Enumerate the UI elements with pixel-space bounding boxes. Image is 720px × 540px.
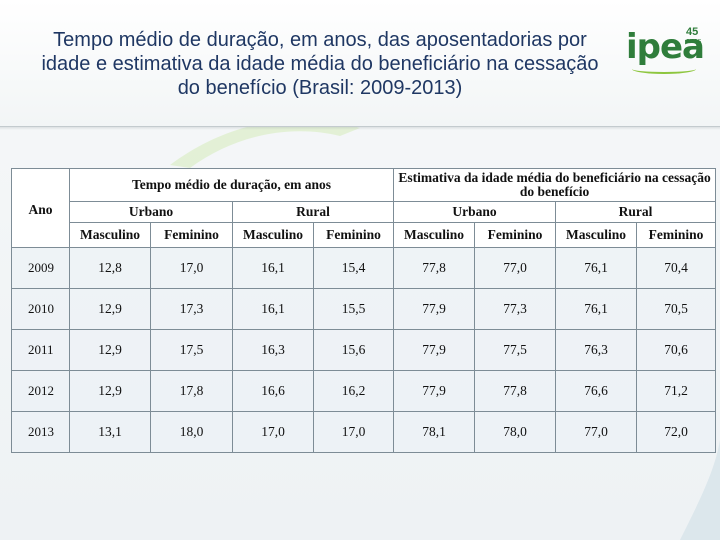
table-cell: 77,0 (555, 411, 638, 453)
table-row: 2009 12,8 17,0 16,1 15,4 77,8 77,0 76,1 … (11, 247, 717, 289)
table-cell: 15,4 (312, 247, 395, 289)
header-divider (0, 126, 720, 130)
table-cell: 76,6 (555, 370, 638, 412)
table-cell: 12,8 (69, 247, 151, 289)
table-cell: 13,1 (69, 411, 151, 453)
cell-ano: 2009 (11, 247, 70, 289)
header-ano: Ano (11, 168, 70, 248)
table-cell: 77,9 (393, 288, 476, 330)
header-rural: Rural (231, 201, 395, 223)
cell-ano: 2013 (11, 411, 70, 453)
logo-years: 45 (686, 26, 699, 38)
cell-ano: 2011 (11, 329, 70, 371)
logo-wordmark: ipea (626, 27, 705, 67)
header-feminino: Feminino (474, 222, 557, 248)
table-cell: 12,9 (69, 288, 151, 330)
header-feminino: Feminino (636, 222, 717, 248)
table-cell: 78,0 (474, 411, 557, 453)
table-cell: 77,5 (474, 329, 557, 371)
table-cell: 18,0 (150, 411, 233, 453)
table-cell: 17,0 (232, 411, 314, 453)
table-cell: 76,1 (555, 247, 638, 289)
header-idade-media: Estimativa da idade média do beneficiári… (393, 168, 717, 202)
table-cell: 77,0 (474, 247, 557, 289)
table-cell: 16,6 (232, 370, 314, 412)
table-cell: 71,2 (636, 370, 717, 412)
table-cell: 17,0 (312, 411, 395, 453)
header-row-sex: Masculino Feminino Masculino Feminino Ma… (12, 222, 717, 248)
table-cell: 16,1 (232, 288, 314, 330)
table-cell: 70,5 (636, 288, 717, 330)
header-row-groups: Ano Tempo médio de duração, em anos Esti… (11, 168, 717, 248)
table-row: 2010 12,9 17,3 16,1 15,5 77,9 77,3 76,1 … (11, 288, 717, 330)
header-row-area: Urbano Rural Urbano Rural (12, 201, 717, 223)
table-row: 2012 12,9 17,8 16,6 16,2 77,9 77,8 76,6 … (11, 370, 717, 412)
header-masculino: Masculino (555, 222, 638, 248)
header-band (0, 0, 720, 127)
table-cell: 17,0 (150, 247, 233, 289)
table-cell: 15,6 (312, 329, 395, 371)
table-cell: 16,1 (232, 247, 314, 289)
table-cell: 16,3 (232, 329, 314, 371)
cell-ano: 2010 (11, 288, 70, 330)
header-masculino: Masculino (69, 222, 151, 248)
ipea-logo: ipea 45 anos (626, 26, 710, 78)
table-row: 2013 13,1 18,0 17,0 17,0 78,1 78,0 77,0 … (11, 411, 717, 453)
table-cell: 17,3 (150, 288, 233, 330)
table-cell: 76,1 (555, 288, 638, 330)
table-cell: 17,5 (150, 329, 233, 371)
table-cell: 12,9 (69, 370, 151, 412)
header-feminino: Feminino (150, 222, 233, 248)
table-cell: 77,8 (393, 247, 476, 289)
slide-title: Tempo médio de duração, em anos, das apo… (41, 29, 599, 99)
cell-ano: 2012 (11, 370, 70, 412)
table-cell: 78,1 (393, 411, 476, 453)
header-urbano: Urbano (69, 201, 233, 223)
header-urbano: Urbano (393, 201, 557, 223)
table-cell: 77,8 (474, 370, 557, 412)
table-cell: 70,4 (636, 247, 717, 289)
table-row: 2011 12,9 17,5 16,3 15,6 77,9 77,5 76,3 … (11, 329, 717, 371)
header-masculino: Masculino (393, 222, 476, 248)
table-cell: 15,5 (312, 288, 395, 330)
header-masculino: Masculino (232, 222, 314, 248)
header-rural: Rural (555, 201, 717, 223)
table-cell: 70,6 (636, 329, 717, 371)
table-cell: 12,9 (69, 329, 151, 371)
table-cell: 17,8 (150, 370, 233, 412)
table-cell: 77,9 (393, 329, 476, 371)
header-feminino: Feminino (312, 222, 395, 248)
logo-swoosh-icon (632, 64, 696, 74)
table-cell: 77,3 (474, 288, 557, 330)
logo-years-word: anos (686, 38, 702, 45)
table-cell: 16,2 (312, 370, 395, 412)
header-tempo-medio: Tempo médio de duração, em anos (68, 168, 395, 202)
table-cell: 72,0 (636, 411, 717, 453)
table-cell: 77,9 (393, 370, 476, 412)
table-cell: 76,3 (555, 329, 638, 371)
data-table: Ano Tempo médio de duração, em anos Esti… (11, 168, 717, 453)
